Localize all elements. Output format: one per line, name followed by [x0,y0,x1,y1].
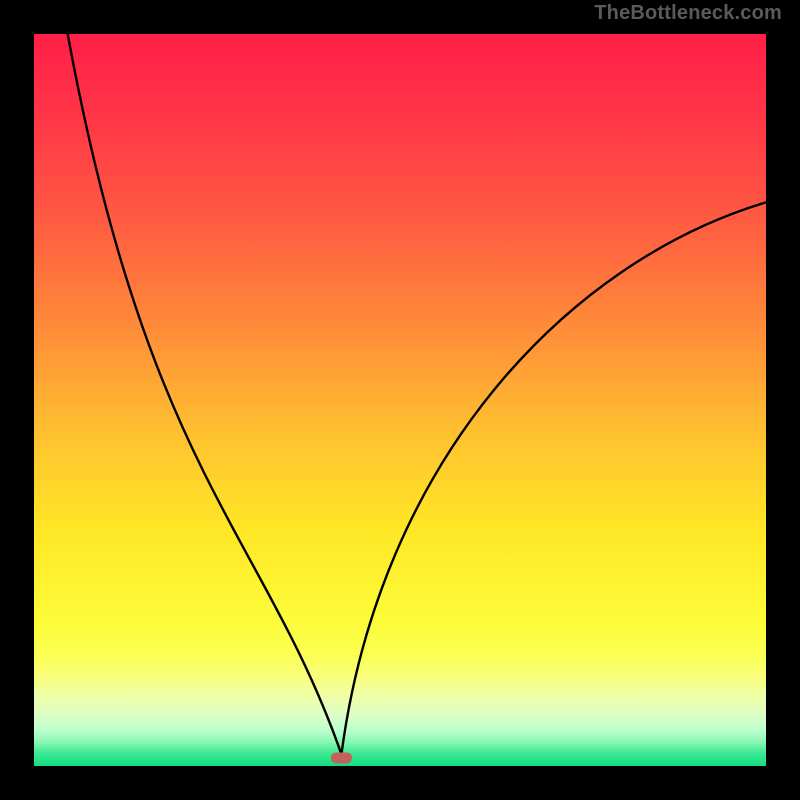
bottleneck-chart [0,0,800,800]
plot-background [34,34,766,766]
watermark-text: TheBottleneck.com [594,2,782,25]
optimal-marker [331,752,352,763]
